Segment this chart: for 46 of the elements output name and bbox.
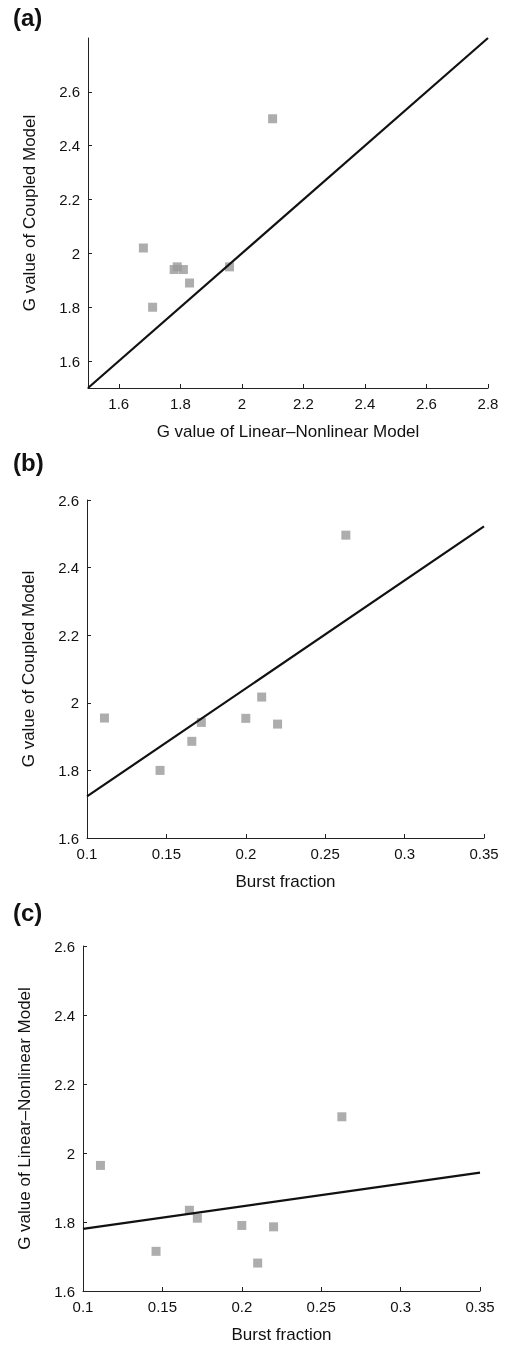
x-tick-label: 1.6 bbox=[108, 395, 130, 412]
y-tick-label: 2.6 bbox=[54, 937, 75, 955]
x-axis-title: G value of Linear–Nonlinear Model bbox=[156, 422, 420, 441]
y-tick-label: 2.4 bbox=[58, 559, 79, 577]
x-tick-label: 2.2 bbox=[292, 395, 314, 412]
y-tick-label: 1.8 bbox=[54, 1213, 75, 1231]
y-tick-label: 2 bbox=[66, 1144, 75, 1162]
x-tick-label: 0.2 bbox=[231, 1298, 253, 1315]
x-tick-label: 0.15 bbox=[151, 845, 181, 862]
y-tick-label: 1.6 bbox=[58, 829, 79, 847]
y-tick-label: 1.8 bbox=[59, 298, 80, 316]
x-tick-label: 0.35 bbox=[469, 845, 499, 862]
y-tick-label: 2 bbox=[70, 694, 79, 712]
x-tick-label: 2.6 bbox=[416, 395, 437, 412]
x-axis-title: Burst fraction bbox=[231, 1325, 332, 1344]
y-tick-label: 2.2 bbox=[58, 626, 79, 644]
y-tick-label: 1.8 bbox=[58, 761, 79, 779]
y-axis-title: G value of Coupled Model bbox=[19, 570, 38, 768]
y-tick-label: 1.6 bbox=[54, 1282, 75, 1300]
x-tick-label: 0.35 bbox=[465, 1298, 495, 1315]
y-axis-title: G value of Linear–Nonlinear Model bbox=[15, 987, 34, 1250]
y-tick-label: 1.6 bbox=[59, 352, 80, 370]
y-tick-label: 2.4 bbox=[54, 1006, 75, 1024]
x-tick-label: 0.2 bbox=[235, 845, 257, 862]
x-tick-label: 0.1 bbox=[76, 845, 98, 862]
y-tick-label: 2.2 bbox=[59, 191, 80, 209]
x-tick-label: 2 bbox=[237, 395, 247, 412]
chart-title: (b) bbox=[13, 448, 44, 476]
y-tick-label: 2.2 bbox=[54, 1075, 75, 1093]
x-tick-label: 0.25 bbox=[306, 1298, 336, 1315]
y-tick-label: 2.6 bbox=[59, 83, 80, 101]
x-tick-label: 1.8 bbox=[169, 395, 191, 412]
x-tick-label: 0.25 bbox=[310, 845, 340, 862]
x-tick-label: 2.8 bbox=[477, 395, 499, 412]
x-tick-label: 0.15 bbox=[147, 1298, 177, 1315]
x-axis-title: Burst fraction bbox=[235, 872, 336, 891]
x-tick-label: 0.3 bbox=[390, 1298, 412, 1315]
chart-title: (c) bbox=[13, 898, 43, 926]
y-axis-title: G value of Coupled Model bbox=[20, 114, 39, 312]
chart-title: (a) bbox=[13, 3, 43, 31]
x-tick-label: 2.4 bbox=[354, 395, 376, 412]
y-tick-label: 2 bbox=[71, 244, 80, 262]
y-tick-label: 2.6 bbox=[58, 491, 79, 509]
x-tick-label: 0.1 bbox=[72, 1298, 94, 1315]
x-tick-label: 0.3 bbox=[394, 845, 416, 862]
y-tick-label: 2.4 bbox=[59, 137, 80, 155]
